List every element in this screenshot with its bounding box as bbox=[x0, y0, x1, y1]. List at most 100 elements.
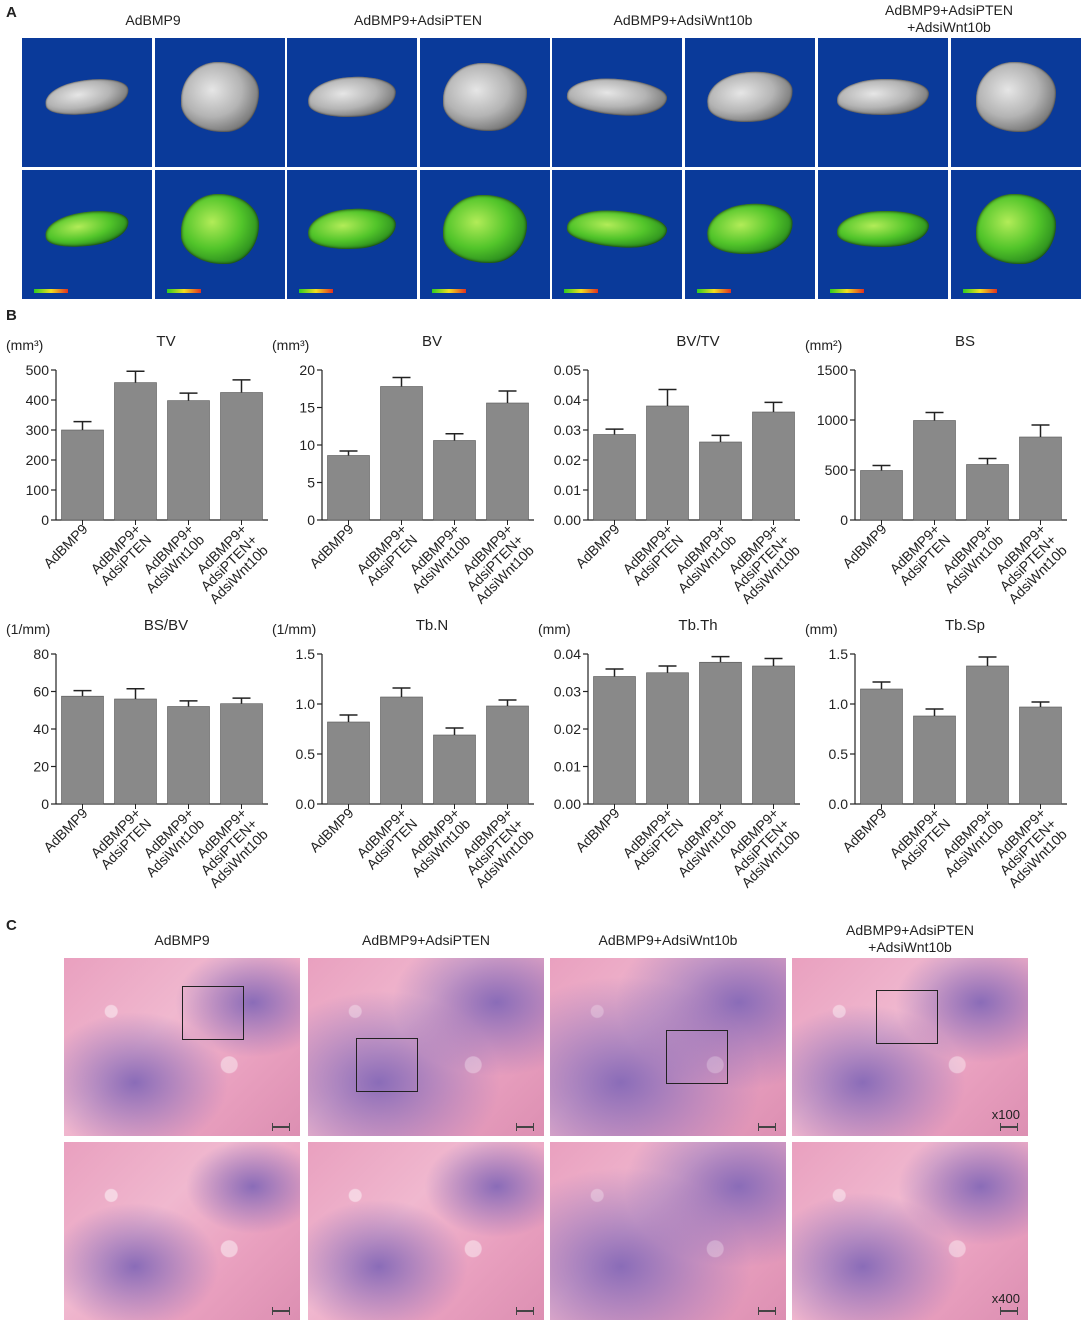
x-tick-label: AdBMP9 bbox=[572, 521, 623, 572]
ct-tile-gray bbox=[818, 38, 948, 167]
ct-tile-gray bbox=[552, 38, 682, 167]
bar bbox=[61, 695, 104, 805]
ct-tile-green bbox=[22, 170, 152, 299]
group-title-line1: AdBMP9 bbox=[125, 12, 181, 28]
zoom-region-box bbox=[356, 1038, 418, 1092]
scale-bar bbox=[516, 1307, 534, 1315]
bar bbox=[486, 402, 529, 521]
x-tick-label: AdBMP9+AdsiPTEN bbox=[886, 805, 954, 873]
bone-scan-shape bbox=[976, 61, 1056, 132]
bar bbox=[167, 400, 210, 521]
bar bbox=[593, 676, 636, 805]
y-tick-label: 1.0 bbox=[296, 696, 316, 712]
y-tick-label: 60 bbox=[33, 684, 49, 700]
ct-tile-gray bbox=[685, 38, 815, 167]
y-unit-label: (1/mm) bbox=[272, 621, 316, 637]
colorbar bbox=[697, 289, 731, 293]
bar-charts: TV(mm³)0100200300400500AdBMP9AdBMP9+Adsi… bbox=[6, 333, 1070, 891]
bone-scan-shape bbox=[443, 62, 527, 131]
group-title-a-1: AdBMP9 bbox=[22, 12, 284, 29]
bar bbox=[114, 382, 157, 521]
chart-title: Tb.N bbox=[416, 617, 449, 634]
group-title-a-3: AdBMP9+AdsiWnt10b bbox=[552, 12, 814, 29]
x-tick-label-line: AdBMP9 bbox=[40, 805, 91, 856]
y-unit-label: (mm³) bbox=[6, 337, 43, 353]
panel-letter-b: B bbox=[6, 307, 17, 324]
colorbar bbox=[830, 289, 864, 293]
colorbar bbox=[34, 289, 68, 293]
ct-tile-green bbox=[685, 170, 815, 299]
y-tick-label: 0.04 bbox=[554, 646, 581, 662]
panel-letter-a: A bbox=[6, 4, 17, 21]
x-tick-label: AdBMP9 bbox=[40, 521, 91, 572]
x-tick-label: AdBMP9+AdsiPTEN+AdsiWnt10b bbox=[451, 805, 537, 891]
bone-scan-shape bbox=[43, 73, 131, 120]
bone-scan-shape bbox=[181, 61, 259, 132]
y-tick-label: 0.04 bbox=[554, 392, 581, 408]
y-unit-label: (1/mm) bbox=[6, 621, 50, 637]
histology-tile-x400 bbox=[550, 1142, 786, 1320]
x-tick-label: AdBMP9+AdsiPTEN bbox=[87, 805, 155, 873]
y-tick-label: 1.5 bbox=[296, 646, 316, 662]
histology-tile-x400 bbox=[308, 1142, 544, 1320]
x-tick-label: AdBMP9 bbox=[306, 521, 357, 572]
bar bbox=[167, 706, 210, 805]
group-title-a-4: AdBMP9+AdsiPTEN +AdsiWnt10b bbox=[818, 2, 1080, 36]
group-title-line2: +AdsiWnt10b bbox=[907, 19, 991, 35]
bone-scan-shape bbox=[704, 67, 796, 126]
bone-scan-shape bbox=[181, 193, 259, 264]
bone-scan-shape bbox=[306, 205, 398, 252]
ct-tile-gray bbox=[287, 38, 417, 167]
ct-tile-green bbox=[818, 170, 948, 299]
group-title-line1: AdBMP9 bbox=[154, 932, 210, 948]
group-title-c-4: AdBMP9+AdsiPTEN +AdsiWnt10b bbox=[792, 922, 1028, 956]
zoom-region-box bbox=[182, 986, 244, 1040]
y-tick-label: 20 bbox=[299, 362, 315, 378]
scale-bar bbox=[758, 1307, 776, 1315]
bar bbox=[327, 721, 370, 805]
chart-title: Tb.Sp bbox=[945, 617, 985, 634]
magnification-label: x400 bbox=[991, 1291, 1020, 1306]
y-tick-label: 20 bbox=[33, 759, 49, 775]
group-title-line1: AdBMP9+AdsiWnt10b bbox=[598, 932, 738, 948]
y-tick-label: 0.02 bbox=[554, 452, 581, 468]
bar bbox=[860, 688, 903, 805]
bar bbox=[966, 464, 1009, 521]
y-tick-label: 0 bbox=[840, 512, 848, 528]
ct-tile-gray bbox=[155, 38, 285, 167]
x-tick-label: AdBMP9 bbox=[839, 805, 890, 856]
ct-tile-green bbox=[552, 170, 682, 299]
y-tick-label: 0.02 bbox=[554, 721, 581, 737]
y-tick-label: 0.00 bbox=[554, 796, 581, 812]
bar bbox=[752, 411, 795, 521]
y-tick-label: 400 bbox=[26, 392, 50, 408]
scale-bar bbox=[758, 1123, 776, 1131]
y-tick-label: 0.5 bbox=[296, 746, 316, 762]
bar bbox=[593, 434, 636, 521]
bar bbox=[220, 392, 263, 521]
chart-title: BV/TV bbox=[676, 333, 719, 350]
bone-scan-shape bbox=[565, 207, 669, 250]
group-title-line1: AdBMP9+AdsiPTEN bbox=[846, 922, 974, 938]
y-tick-label: 0.03 bbox=[554, 422, 581, 438]
x-tick-label-line: AdBMP9 bbox=[572, 805, 623, 856]
y-tick-label: 300 bbox=[26, 422, 50, 438]
bone-scan-shape bbox=[43, 205, 131, 252]
x-tick-label: AdBMP9 bbox=[306, 805, 357, 856]
y-tick-label: 5 bbox=[307, 475, 315, 491]
histology-tile-x400: x400 bbox=[792, 1142, 1028, 1320]
group-title-line1: AdBMP9+AdsiPTEN bbox=[362, 932, 490, 948]
y-tick-label: 0.05 bbox=[554, 362, 581, 378]
y-unit-label: (mm) bbox=[538, 621, 571, 637]
bar bbox=[380, 386, 423, 521]
ct-tile-green bbox=[287, 170, 417, 299]
group-title-line1: AdBMP9+AdsiPTEN bbox=[885, 2, 1013, 18]
ct-tile-green bbox=[155, 170, 285, 299]
group-title-line2: +AdsiWnt10b bbox=[868, 939, 952, 955]
histology-tile-x100: x100 bbox=[792, 958, 1028, 1136]
zoom-region-box bbox=[666, 1030, 728, 1084]
bone-scan-shape bbox=[704, 199, 796, 258]
x-tick-label-line: AdBMP9 bbox=[306, 805, 357, 856]
chart-title: BS bbox=[955, 333, 975, 350]
group-title-line1: AdBMP9+AdsiWnt10b bbox=[613, 12, 753, 28]
